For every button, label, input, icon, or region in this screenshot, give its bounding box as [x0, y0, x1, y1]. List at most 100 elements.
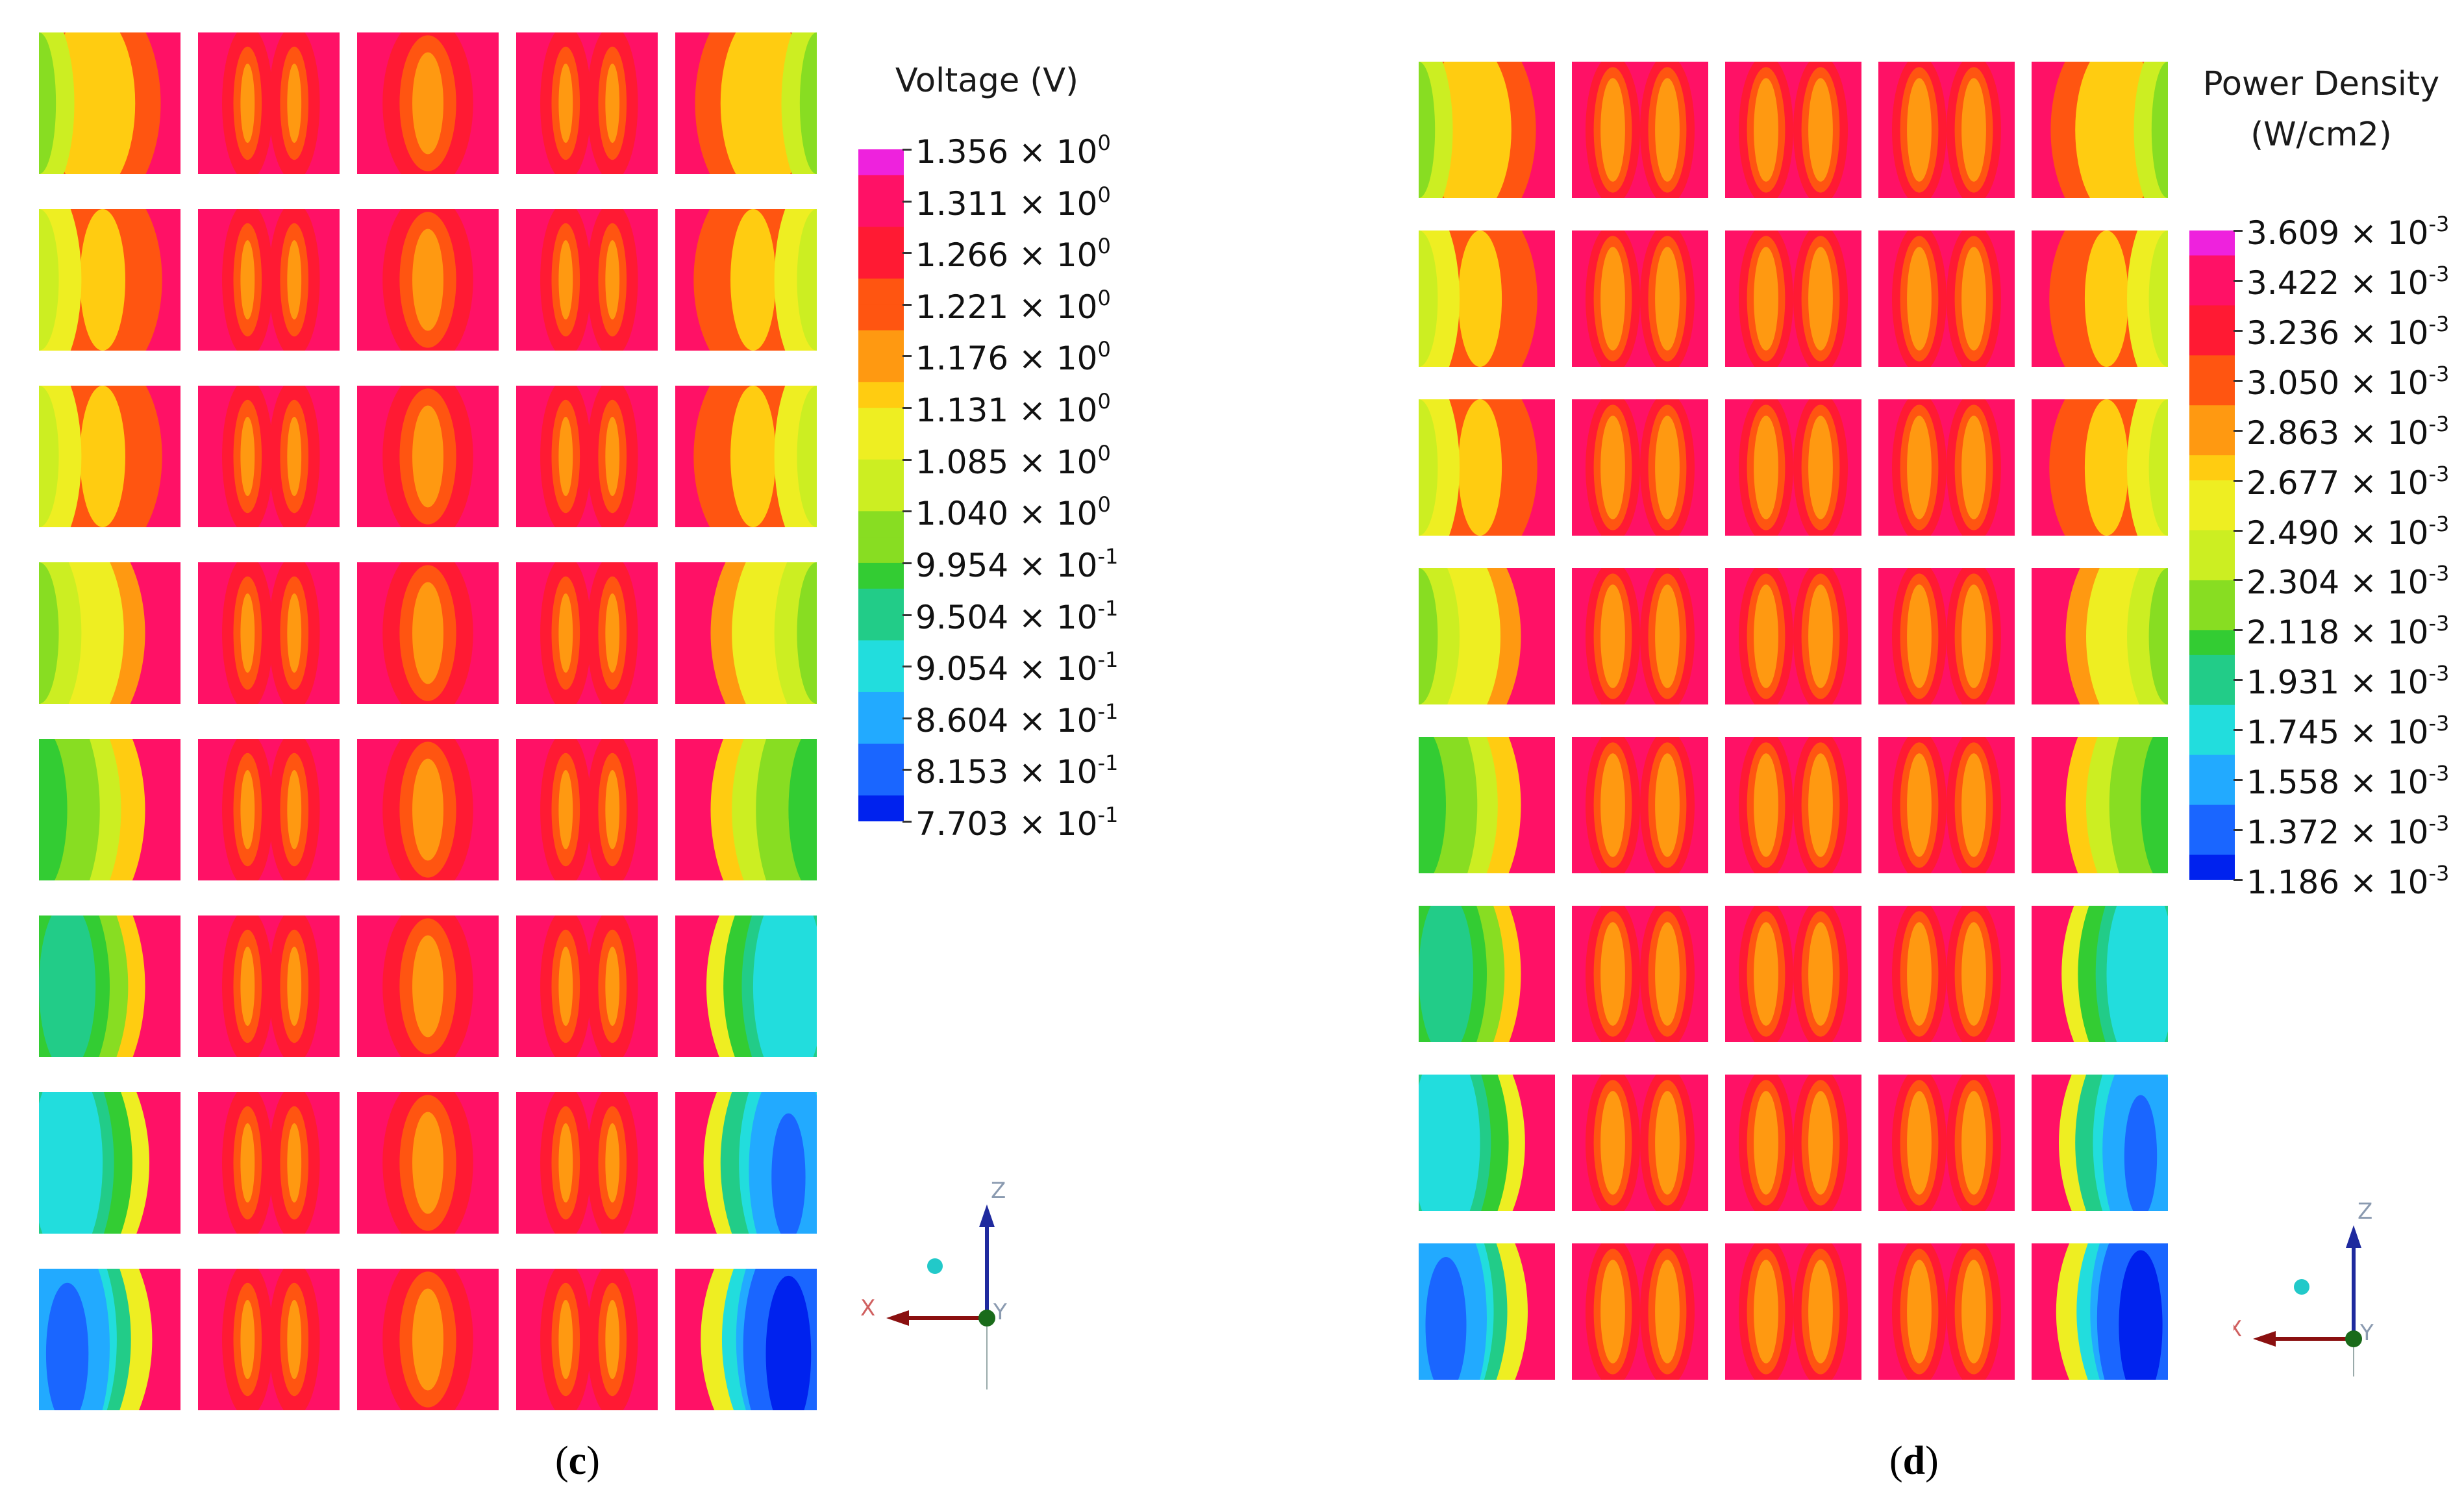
contour-cell-r2-c3 [357, 209, 499, 351]
legend-tick-label: 1.356 × 100 [915, 131, 1111, 171]
contour-cell-r4-c2 [198, 562, 340, 704]
color-band [858, 691, 904, 719]
contour-cell-r5-c5 [2032, 737, 2168, 873]
contour-cell-r4-c3 [357, 562, 499, 704]
legend-title: (W/cm2) [2250, 116, 2392, 154]
color-band [2189, 430, 2235, 456]
z-axis-label: Z [991, 1178, 1006, 1204]
contour-cell-r2-c1 [39, 209, 180, 351]
color-bar [2189, 230, 2235, 880]
color-band [2189, 630, 2235, 656]
color-band [2189, 355, 2235, 381]
legend-tick [2234, 379, 2243, 382]
color-band [858, 511, 904, 538]
contour-cell-r3-c5 [2032, 399, 2168, 536]
contour-cell-r5-c1 [1419, 737, 1555, 873]
legend-tick [2234, 629, 2243, 632]
legend-tick [2234, 230, 2243, 232]
legend-tick [2234, 729, 2243, 732]
color-band [2189, 730, 2235, 756]
color-band [858, 433, 904, 460]
color-band [2189, 704, 2235, 731]
contour-cell-r4-c2 [1572, 568, 1708, 704]
legend-tick [902, 562, 912, 564]
color-band [858, 279, 904, 305]
color-band [858, 614, 904, 641]
legend-tick [2234, 579, 2243, 582]
x-axis-label: X [860, 1295, 875, 1321]
contour-cell-r3-c2 [1572, 399, 1708, 536]
contour-cell-r8-c4 [516, 1269, 658, 1410]
contour-cell-r5-c4 [516, 739, 658, 880]
panel-caption: (c) [555, 1439, 600, 1483]
legend-tick [902, 821, 912, 823]
light-source-dot [927, 1258, 943, 1274]
contour-cell-r4-c3 [1725, 568, 1861, 704]
contour-cell-r8-c2 [198, 1269, 340, 1410]
color-band [858, 201, 904, 228]
contour-cell-r5-c4 [1878, 737, 2015, 873]
legend-tick [902, 510, 912, 513]
color-band [2189, 754, 2235, 781]
legend-tick-label: 1.311 × 100 [915, 182, 1111, 223]
contour-cell-r2-c3 [1725, 230, 1861, 367]
contour-cell-r7-c1 [39, 1092, 180, 1234]
color-band [2189, 480, 2235, 506]
legend-title: Voltage (V) [895, 62, 1079, 100]
legend-tick-label: 9.954 × 10-1 [915, 543, 1119, 584]
y-axis-label: Y [993, 1299, 1007, 1325]
color-band [858, 356, 904, 383]
color-band [2189, 680, 2235, 706]
color-band [2189, 505, 2235, 531]
color-band [2189, 830, 2235, 856]
color-band [2189, 330, 2235, 356]
contour-cell-r1-c4 [1878, 62, 2015, 198]
legend-title: Power Density [2202, 65, 2440, 103]
contour-cell-r6-c2 [198, 915, 340, 1057]
contour-cell-r3-c2 [198, 386, 340, 527]
origin-dot [978, 1310, 995, 1326]
color-band [858, 149, 904, 176]
contour-cell-r4-c5 [675, 562, 817, 704]
legend-tick-label: 9.054 × 10-1 [915, 647, 1119, 688]
contour-cell-r7-c4 [516, 1092, 658, 1234]
legend-tick [902, 355, 912, 358]
color-band [858, 175, 904, 202]
legend-tick-label: 2.863 × 10-3 [2246, 411, 2450, 452]
z-axis-label: Z [2358, 1199, 2372, 1225]
color-band [858, 485, 904, 512]
legend-tick-label: 8.604 × 10-1 [915, 699, 1119, 740]
contour-cell-r6-c4 [516, 915, 658, 1057]
legend-tick [902, 303, 912, 306]
contour-cell-r5-c2 [1572, 737, 1708, 873]
color-band [2189, 455, 2235, 481]
contour-cell-r4-c5 [2032, 568, 2168, 704]
y-axis-label: Y [2359, 1320, 2374, 1346]
contour-cell-r8-c2 [1572, 1243, 1708, 1380]
color-band [2189, 604, 2235, 631]
color-band [2189, 854, 2235, 880]
x-axis-label: X [2234, 1316, 2242, 1342]
contour-cell-r8-c3 [357, 1269, 499, 1410]
contour-cell-r4-c1 [39, 562, 180, 704]
color-band [2189, 405, 2235, 431]
contour-cell-r7-c1 [1419, 1075, 1555, 1211]
color-band [858, 588, 904, 616]
contour-cell-r7-c3 [357, 1092, 499, 1234]
panel-caption: (d) [1889, 1439, 1939, 1483]
legend-tick [902, 407, 912, 410]
legend-tick [902, 769, 912, 771]
contour-cell-r1-c5 [675, 32, 817, 174]
color-band [858, 382, 904, 409]
contour-cell-r1-c2 [198, 32, 340, 174]
contour-cell-r2-c2 [198, 209, 340, 351]
color-band [858, 459, 904, 486]
legend-tick-label: 3.050 × 10-3 [2246, 361, 2450, 402]
legend-tick-label: 1.040 × 100 [915, 492, 1111, 533]
legend-tick-label: 7.703 × 10-1 [915, 803, 1119, 843]
contour-cell-r1-c3 [1725, 62, 1861, 198]
contour-cell-r2-c5 [675, 209, 817, 351]
contour-cell-r3-c5 [675, 386, 817, 527]
legend-tick [902, 252, 912, 255]
contour-cell-r6-c1 [39, 915, 180, 1057]
